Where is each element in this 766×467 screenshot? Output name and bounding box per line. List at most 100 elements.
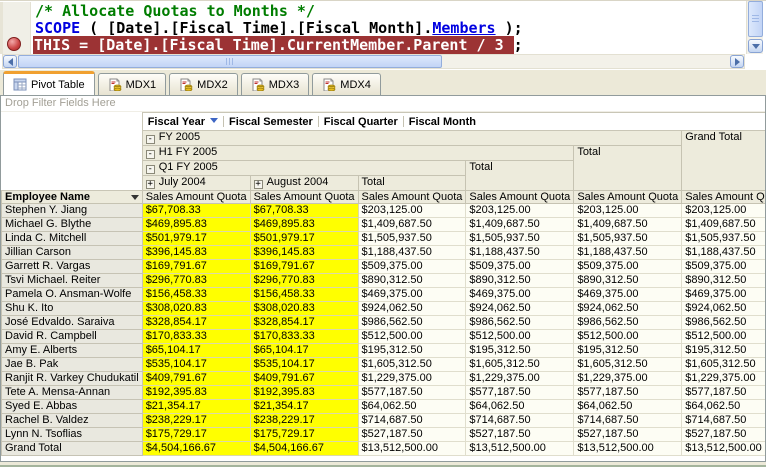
- vertical-scroll-thumb[interactable]: [748, 1, 763, 37]
- quota-cell[interactable]: $175,729.17: [249, 427, 359, 442]
- quota-cell[interactable]: $328,854.17: [141, 315, 251, 330]
- semester-total-header-cell[interactable]: Total: [465, 160, 575, 191]
- quota-cell[interactable]: $714,687.50: [465, 413, 575, 428]
- quota-cell[interactable]: $13,512,500.00: [465, 441, 575, 456]
- quota-cell[interactable]: $1,188,437.50: [357, 245, 467, 260]
- quota-cell[interactable]: $527,187.50: [465, 427, 575, 442]
- fiscal-quarter-header-cell[interactable]: Q1 FY 2005: [141, 160, 467, 176]
- quota-cell[interactable]: $21,354.17: [249, 399, 359, 414]
- employee-name-cell[interactable]: Linda C. Mitchell: [1, 231, 143, 246]
- quota-cell[interactable]: $1,505,937.50: [465, 231, 575, 246]
- quota-cell[interactable]: $195,312.50: [465, 343, 575, 358]
- quota-cell[interactable]: $577,187.50: [357, 385, 467, 400]
- quota-cell[interactable]: $175,729.17: [141, 427, 251, 442]
- quota-cell[interactable]: $1,605,312.50: [465, 357, 575, 372]
- scroll-right-button[interactable]: [730, 55, 744, 68]
- grand-total-row-header[interactable]: Grand Total: [1, 441, 143, 456]
- breakpoint-icon[interactable]: [7, 37, 21, 51]
- quota-cell[interactable]: $13,512,500.00: [681, 441, 765, 456]
- employee-name-cell[interactable]: Syed E. Abbas: [1, 399, 143, 414]
- quota-cell[interactable]: $238,229.17: [249, 413, 359, 428]
- employee-name-cell[interactable]: Tsvi Michael. Reiter: [1, 273, 143, 288]
- quota-cell[interactable]: $890,312.50: [573, 273, 683, 288]
- grand-total-header-cell[interactable]: Grand Total: [681, 130, 765, 191]
- quota-cell[interactable]: $986,562.50: [357, 315, 467, 330]
- quota-cell[interactable]: $169,791.67: [141, 259, 251, 274]
- quota-cell[interactable]: $67,708.33: [141, 203, 251, 218]
- quota-cell[interactable]: $170,833.33: [141, 329, 251, 344]
- quota-cell[interactable]: $169,791.67: [249, 259, 359, 274]
- employee-name-cell[interactable]: David R. Campbell: [1, 329, 143, 344]
- quota-cell[interactable]: $924,062.50: [573, 301, 683, 316]
- employee-name-cell[interactable]: Jae B. Pak: [1, 357, 143, 372]
- quota-cell[interactable]: $195,312.50: [357, 343, 467, 358]
- tab-pivot-table[interactable]: Pivot Table: [3, 71, 95, 95]
- quota-cell[interactable]: $64,062.50: [681, 399, 765, 414]
- quota-cell[interactable]: $924,062.50: [357, 301, 467, 316]
- quota-cell[interactable]: $986,562.50: [573, 315, 683, 330]
- quota-cell[interactable]: $67,708.33: [249, 203, 359, 218]
- quota-cell[interactable]: $296,770.83: [249, 273, 359, 288]
- dropdown-arrow-icon[interactable]: [130, 194, 139, 200]
- tab-mdx2[interactable]: MDX2: [169, 73, 238, 95]
- quota-cell[interactable]: $527,187.50: [357, 427, 467, 442]
- employee-name-cell[interactable]: Garrett R. Vargas: [1, 259, 143, 274]
- column-field-fiscal-month[interactable]: Fiscal Month: [408, 115, 476, 128]
- quota-cell[interactable]: $509,375.00: [681, 259, 765, 274]
- quota-cell[interactable]: $986,562.50: [465, 315, 575, 330]
- quota-cell[interactable]: $296,770.83: [141, 273, 251, 288]
- drop-filter-area[interactable]: Drop Filter Fields Here: [1, 96, 765, 112]
- quota-cell[interactable]: $203,125.00: [465, 203, 575, 218]
- measure-header-cell[interactable]: Sales Amount Quota: [573, 190, 683, 204]
- quota-cell[interactable]: $203,125.00: [357, 203, 467, 218]
- quota-cell[interactable]: $512,500.00: [681, 329, 765, 344]
- quota-cell[interactable]: $535,104.17: [249, 357, 359, 372]
- editor-horizontal-scrollbar[interactable]: [2, 54, 745, 69]
- dropdown-arrow-icon[interactable]: [209, 117, 218, 123]
- quota-cell[interactable]: $203,125.00: [681, 203, 765, 218]
- quota-cell[interactable]: $527,187.50: [573, 427, 683, 442]
- quota-cell[interactable]: $396,145.83: [249, 245, 359, 260]
- employee-name-cell[interactable]: Rachel B. Valdez: [1, 413, 143, 428]
- employee-name-cell[interactable]: Pamela O. Ansman-Wolfe: [1, 287, 143, 302]
- measure-header-cell[interactable]: Sales Amount Quota: [357, 190, 467, 204]
- quota-cell[interactable]: $1,229,375.00: [465, 371, 575, 386]
- employee-name-cell[interactable]: Amy E. Alberts: [1, 343, 143, 358]
- quota-cell[interactable]: $1,409,687.50: [681, 217, 765, 232]
- quota-cell[interactable]: $924,062.50: [465, 301, 575, 316]
- tab-mdx4[interactable]: MDX4: [312, 73, 381, 95]
- employee-name-cell[interactable]: Jillian Carson: [1, 245, 143, 260]
- quota-cell[interactable]: $64,062.50: [465, 399, 575, 414]
- quota-cell[interactable]: $469,895.83: [141, 217, 251, 232]
- quota-cell[interactable]: $469,375.00: [357, 287, 467, 302]
- employee-name-cell[interactable]: Tete A. Mensa-Annan: [1, 385, 143, 400]
- fiscal-year-total-header-cell[interactable]: Total: [573, 145, 683, 191]
- quota-cell[interactable]: $1,409,687.50: [357, 217, 467, 232]
- tab-mdx3[interactable]: MDX3: [240, 73, 310, 95]
- employee-name-cell[interactable]: José Edvaldo. Saraiva: [1, 315, 143, 330]
- collapse-icon[interactable]: [145, 135, 155, 144]
- collapse-icon[interactable]: [145, 165, 155, 174]
- quota-cell[interactable]: $469,375.00: [465, 287, 575, 302]
- editor-vertical-scrollbar[interactable]: [746, 1, 763, 54]
- month-august-header-cell[interactable]: August 2004: [249, 175, 359, 191]
- collapse-icon[interactable]: [145, 150, 155, 159]
- quota-cell[interactable]: $986,562.50: [681, 315, 765, 330]
- column-field-fiscal-quarter[interactable]: Fiscal Quarter: [323, 115, 398, 128]
- employee-name-cell[interactable]: Shu K. Ito: [1, 301, 143, 316]
- quota-cell[interactable]: $890,312.50: [357, 273, 467, 288]
- quota-cell[interactable]: $308,020.83: [141, 301, 251, 316]
- quota-cell[interactable]: $308,020.83: [249, 301, 359, 316]
- quota-cell[interactable]: $1,229,375.00: [357, 371, 467, 386]
- quota-cell[interactable]: $577,187.50: [573, 385, 683, 400]
- quota-cell[interactable]: $170,833.33: [249, 329, 359, 344]
- quota-cell[interactable]: $1,188,437.50: [465, 245, 575, 260]
- mdx-script-editor[interactable]: /* Allocate Quotas to Months */ SCOPE ( …: [0, 0, 766, 70]
- quota-cell[interactable]: $1,505,937.50: [681, 231, 765, 246]
- quota-cell[interactable]: $1,605,312.50: [681, 357, 765, 372]
- employee-name-cell[interactable]: Lynn N. Tsoflias: [1, 427, 143, 442]
- quota-cell[interactable]: $1,409,687.50: [465, 217, 575, 232]
- fiscal-semester-header-cell[interactable]: H1 FY 2005: [141, 145, 575, 161]
- measure-header-cell[interactable]: Sales Amount Quota: [141, 190, 251, 204]
- quota-cell[interactable]: $469,375.00: [681, 287, 765, 302]
